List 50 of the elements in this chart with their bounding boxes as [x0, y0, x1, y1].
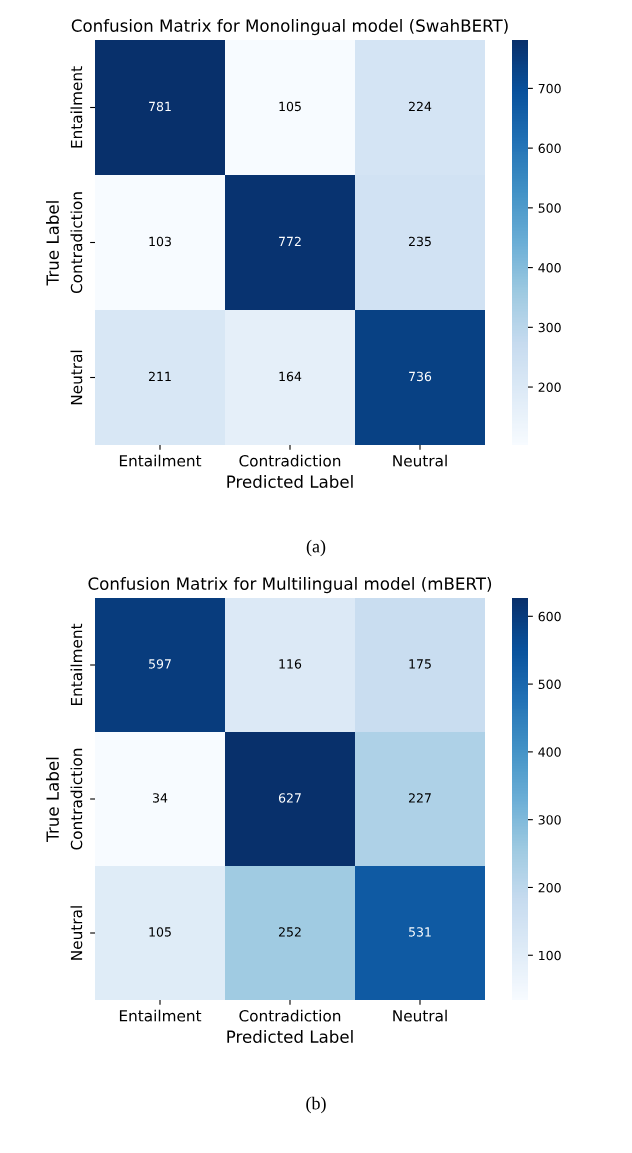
y-tick-label: Neutral: [70, 350, 83, 405]
color-bar-label: 300: [538, 322, 561, 333]
y-tick-label: Entailment: [70, 623, 83, 706]
data-label: 103: [149, 236, 171, 247]
data-label: 164: [279, 371, 302, 382]
color-bar-label: 100: [539, 950, 561, 961]
x-tick-label: Contradiction: [239, 454, 341, 467]
y-tick-label: Contradiction: [70, 192, 83, 294]
x-tick-label: Neutral: [393, 1009, 447, 1022]
data-label: 597: [149, 659, 171, 669]
color-bar-label: 200: [538, 382, 561, 392]
data-label: 211: [148, 371, 171, 381]
data-label: 105: [149, 927, 171, 937]
data-label: 235: [408, 236, 431, 247]
color-bar-label: 600: [538, 611, 561, 622]
data-label: 34: [153, 793, 168, 803]
data-label: 105: [279, 101, 301, 112]
x-tick-label: Entailment: [119, 454, 202, 467]
color-bar-label: 700: [538, 83, 561, 94]
color-bar-label: 500: [538, 679, 561, 690]
y-axis-title: True Label: [46, 201, 59, 286]
data-label: 252: [278, 927, 301, 937]
color-bar-label: 400: [538, 263, 561, 273]
x-axis-title: Predicted Label: [227, 1030, 353, 1043]
data-label: 772: [279, 236, 301, 246]
y-tick-label: Neutral: [70, 906, 83, 960]
y-tick-label: Contradiction: [70, 748, 83, 850]
data-label: 736: [409, 371, 432, 382]
data-label: 531: [409, 927, 431, 937]
x-tick-label: Neutral: [393, 454, 447, 467]
x-axis-title: Predicted Label: [227, 475, 353, 488]
data-label: 175: [409, 659, 431, 669]
color-bar-label: 400: [538, 747, 561, 757]
data-label: 781: [149, 101, 171, 112]
color-bar-label: 500: [538, 203, 561, 213]
data-label: 627: [278, 793, 301, 803]
text: (a): [306, 539, 326, 557]
x-tick-label: Entailment: [119, 1009, 202, 1022]
color-bar-label: 300: [538, 815, 561, 825]
x-tick-label: Contradiction: [239, 1009, 341, 1022]
color-bar-label: 600: [538, 143, 561, 154]
chart-title: Confusion Matrix for Multilingual model (mBERT): [88, 577, 492, 594]
data-label: 224: [408, 101, 432, 111]
y-tick-label: Entailment: [70, 66, 83, 148]
data-label: 227: [408, 793, 431, 803]
y-axis-title: True Label: [46, 757, 59, 842]
color-bar-label: 200: [538, 882, 561, 893]
text: (b): [306, 1096, 326, 1114]
data-label: 116: [279, 659, 302, 669]
chart-title: Confusion Matrix for Monolingual model (SwahBERT): [71, 19, 508, 36]
